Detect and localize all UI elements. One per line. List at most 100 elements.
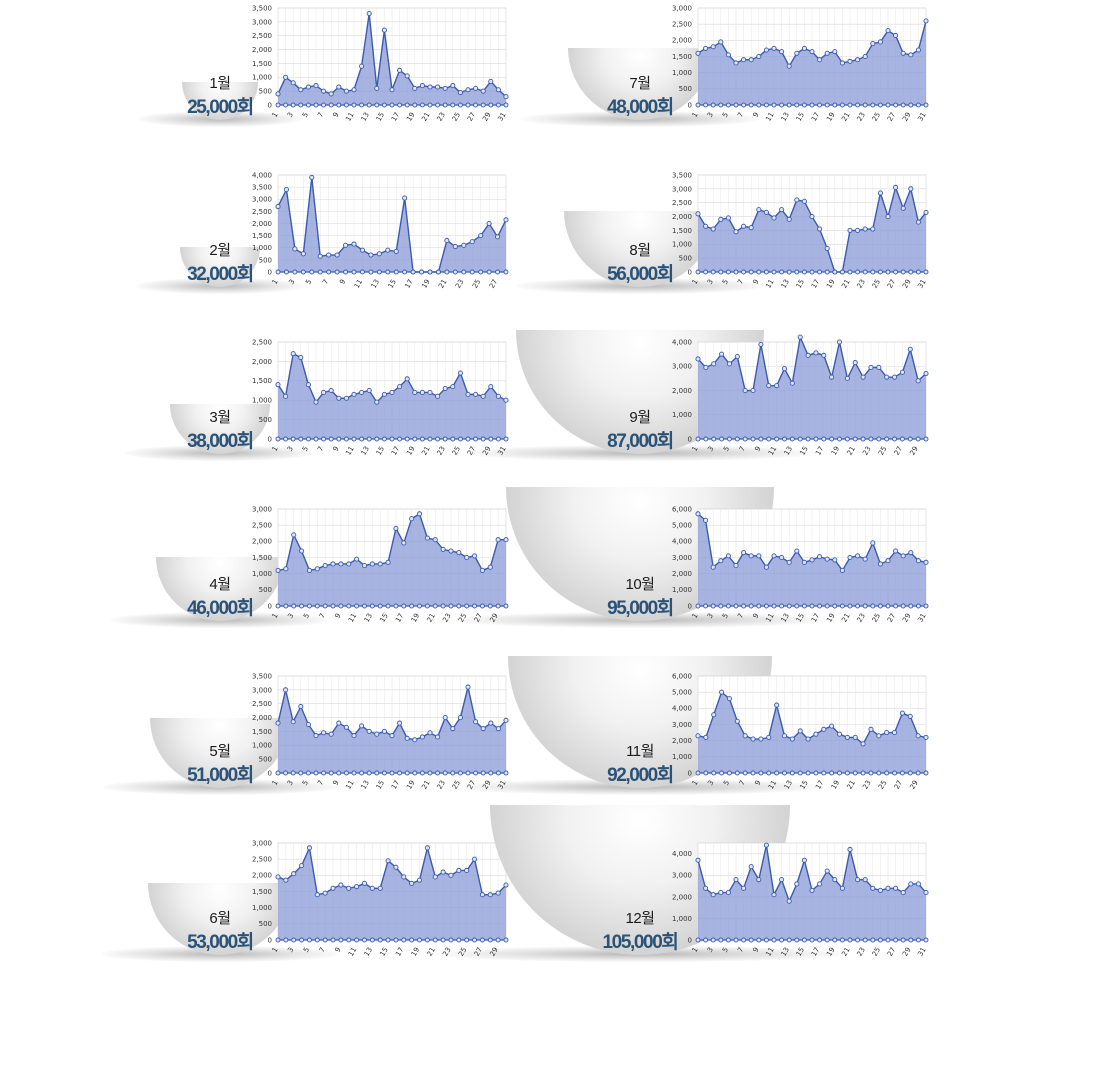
baseline-point — [427, 770, 433, 776]
y-tick-label: 2,500 — [252, 700, 272, 708]
x-tick-label: 11 — [767, 445, 778, 457]
baseline-point — [832, 603, 838, 609]
data-point — [794, 50, 800, 56]
baseline-point — [450, 436, 456, 442]
data-point — [695, 211, 701, 217]
data-point — [774, 702, 780, 708]
data-point — [412, 85, 418, 91]
baseline-point — [763, 102, 769, 108]
baseline-point — [464, 937, 470, 943]
baseline-point — [860, 770, 866, 776]
x-tick-label: 13 — [360, 111, 371, 123]
data-point — [779, 877, 785, 883]
data-point — [809, 214, 815, 220]
x-tick-label: 1 — [271, 946, 280, 954]
baseline-point — [366, 770, 372, 776]
baseline-point — [412, 436, 418, 442]
x-tick-label: 5 — [721, 946, 730, 954]
data-point — [412, 389, 418, 395]
data-point — [330, 561, 336, 567]
x-tick-label: 31 — [916, 612, 927, 624]
x-tick-label: 9 — [751, 278, 760, 286]
baseline-point — [742, 770, 748, 776]
y-tick-label: 2,500 — [252, 208, 272, 216]
baseline-point — [710, 269, 716, 275]
baseline-point — [832, 937, 838, 943]
month-label: 5월 — [209, 743, 231, 760]
data-point — [464, 867, 470, 874]
y-tick-label: 0 — [268, 268, 272, 276]
y-tick-label: 0 — [688, 602, 692, 610]
baseline-point — [779, 102, 785, 108]
baseline-point — [503, 102, 509, 108]
baseline-point — [448, 937, 454, 943]
y-tick-label: 1,000 — [672, 915, 692, 923]
y-tick-label: 1,000 — [672, 411, 692, 419]
data-point — [427, 730, 433, 736]
y-tick-label: 2,000 — [672, 737, 692, 745]
x-tick-label: 21 — [846, 445, 857, 457]
baseline-point — [870, 102, 876, 108]
data-point — [885, 558, 891, 564]
baseline-point — [283, 937, 289, 943]
baseline-point — [427, 102, 433, 108]
data-point — [313, 733, 319, 739]
y-tick-label: 1,000 — [252, 74, 272, 82]
x-tick-label: 25 — [871, 612, 882, 624]
data-point — [733, 563, 739, 569]
y-tick-label: 2,000 — [252, 872, 272, 880]
baseline-point — [817, 269, 823, 275]
baseline-point — [771, 102, 777, 108]
baseline-point — [758, 436, 764, 442]
baseline-point — [417, 603, 422, 609]
baseline-point — [876, 770, 882, 776]
month-label: 3월 — [209, 409, 231, 426]
x-tick-label: 19 — [825, 111, 836, 123]
data-point — [299, 863, 305, 869]
baseline-point — [326, 269, 332, 275]
baseline-point — [368, 269, 374, 275]
data-point — [450, 384, 456, 390]
data-point — [471, 553, 478, 559]
data-point — [885, 28, 891, 34]
data-point — [794, 881, 800, 887]
baseline-point — [786, 937, 792, 943]
x-tick-label: 7 — [736, 946, 745, 954]
baseline-point — [444, 269, 450, 275]
baseline-point — [726, 436, 732, 442]
baseline-point — [321, 436, 327, 442]
baseline-point — [703, 603, 709, 609]
x-tick-label: 7 — [738, 445, 747, 453]
baseline-point — [465, 770, 471, 776]
data-point — [710, 892, 716, 898]
baseline-point — [351, 770, 357, 776]
data-point — [351, 733, 357, 739]
baseline-point — [885, 937, 891, 943]
data-point — [435, 393, 441, 399]
y-tick-label: 2,500 — [252, 338, 272, 346]
data-point — [368, 252, 374, 258]
baseline-point — [457, 436, 463, 442]
area-fill — [698, 20, 926, 105]
month-panel: 3월 38,000회 0 500 1,000 1,500 2,000 2,500 1 3 5 7 9 11… — [125, 334, 530, 484]
data-point — [503, 94, 509, 100]
month-panel: 1월 25,000회 0 500 1,000 1,500 2,000 2,500 3,000 3,… — [138, 0, 530, 150]
baseline-point — [412, 102, 418, 108]
data-point — [389, 733, 395, 739]
baseline-point — [291, 603, 297, 609]
baseline-point — [366, 102, 372, 108]
month-panel: 10월 95,000회 0 1,000 2,000 3,000 4,000 5,000 6,00… — [452, 487, 950, 651]
baseline-point — [469, 269, 475, 275]
x-tick-label: 3 — [706, 111, 715, 119]
x-tick-label: 19 — [405, 779, 416, 791]
data-point — [862, 53, 868, 60]
data-point — [695, 733, 701, 739]
x-tick-label: 17 — [810, 111, 821, 123]
data-point — [923, 890, 929, 896]
data-point — [457, 370, 463, 376]
data-point — [283, 74, 289, 80]
data-point — [771, 45, 777, 51]
x-tick-label: 27 — [886, 612, 897, 624]
data-point — [786, 559, 792, 565]
